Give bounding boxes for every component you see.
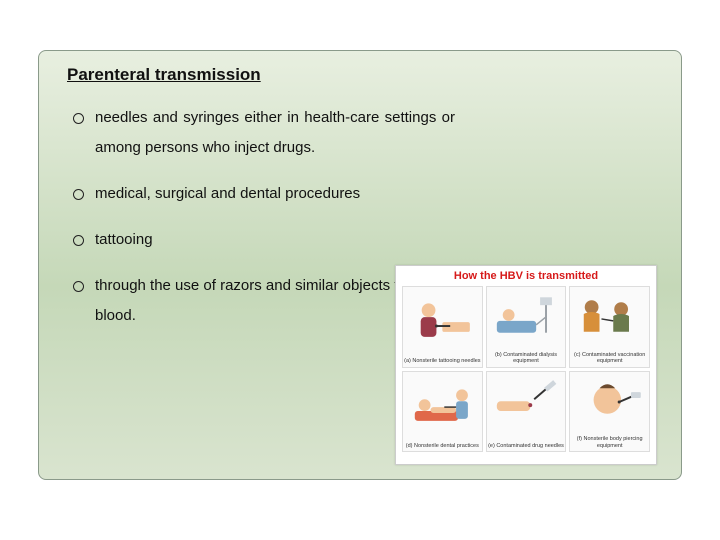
vaccination-icon [570, 287, 649, 351]
bullet-text: medical, surgical and dental procedures [95, 185, 360, 202]
slide-heading: Parenteral transmission [67, 65, 653, 85]
panel-caption: (c) Contaminated vaccination equipment [570, 351, 649, 367]
panel-e: (e) Contaminated drug needles [486, 371, 567, 453]
bullet-text: needles and syringes either in health-ca… [95, 103, 455, 163]
piercing-icon [570, 372, 649, 436]
tattoo-icon [403, 287, 482, 357]
hbv-inset: How the HBV is transmitted (a) Nonsteril… [395, 265, 657, 465]
panel-c: (c) Contaminated vaccination equipment [569, 286, 650, 368]
panel-f: (f) Nonsterile body piercing equipment [569, 371, 650, 453]
panel-d: (d) Nonsterile dental practices [402, 371, 483, 453]
bullet-item: medical, surgical and dental procedures [73, 179, 653, 209]
panel-caption: (d) Nonsterile dental practices [403, 442, 482, 451]
panel-caption: (e) Contaminated drug needles [487, 442, 566, 451]
bullet-text: tattooing [95, 231, 153, 248]
drug-needle-icon [487, 372, 566, 442]
panel-caption: (a) Nonsterile tattooing needles [403, 357, 482, 366]
panel-caption: (b) Contaminated dialysis equipment [487, 351, 566, 367]
panel-b: (b) Contaminated dialysis equipment [486, 286, 567, 368]
bullet-item: needles and syringes either in health-ca… [73, 103, 653, 163]
dialysis-icon [487, 287, 566, 351]
panel-a: (a) Nonsterile tattooing needles [402, 286, 483, 368]
slide-frame: Parenteral transmission needles and syri… [38, 50, 682, 480]
panel-caption: (f) Nonsterile body piercing equipment [570, 435, 649, 451]
dental-icon [403, 372, 482, 442]
inset-title: How the HBV is transmitted [402, 270, 650, 282]
inset-grid: (a) Nonsterile tattooing needles (b) Con… [402, 286, 650, 452]
bullet-item: tattooing [73, 225, 653, 255]
